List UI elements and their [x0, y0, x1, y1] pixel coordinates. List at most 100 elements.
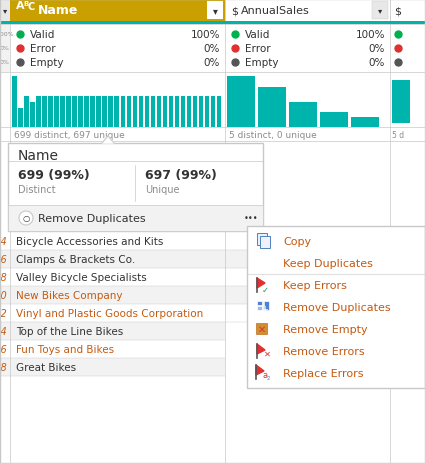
Text: 314: 314 — [0, 326, 8, 336]
Bar — [157, 97, 161, 128]
Text: Replace Errors: Replace Errors — [283, 368, 363, 378]
Bar — [205, 97, 210, 128]
Bar — [12, 77, 17, 128]
Bar — [0, 358, 225, 376]
Text: 100%: 100% — [190, 30, 220, 40]
Bar — [320, 113, 348, 128]
Text: Copy: Copy — [283, 237, 311, 246]
Bar — [372, 2, 388, 20]
Text: $: $ — [231, 6, 238, 16]
Bar — [225, 250, 425, 269]
Bar — [258, 88, 286, 128]
Bar — [121, 97, 125, 128]
Text: ✓: ✓ — [261, 285, 269, 294]
Text: 100%: 100% — [355, 30, 385, 40]
Bar — [78, 97, 83, 128]
Text: ▾: ▾ — [378, 6, 382, 15]
Text: 800,000.00: 800,000.00 — [326, 255, 386, 264]
Text: 100%: 100% — [0, 32, 14, 38]
Text: 304: 304 — [0, 237, 8, 246]
Text: Vinyl and Plastic Goods Corporation: Vinyl and Plastic Goods Corporation — [16, 308, 203, 319]
Text: 310: 310 — [0, 290, 8, 300]
Bar — [193, 97, 197, 128]
Text: 0%: 0% — [0, 60, 10, 65]
Bar — [0, 22, 425, 25]
Text: 5 distinct, 0 unique: 5 distinct, 0 unique — [229, 130, 317, 139]
Bar — [351, 118, 379, 128]
Polygon shape — [257, 344, 265, 354]
Bar — [102, 97, 107, 128]
Bar — [225, 25, 390, 73]
Bar — [72, 97, 77, 128]
Bar — [225, 287, 425, 304]
Bar — [60, 97, 65, 128]
Text: Remove Duplicates: Remove Duplicates — [38, 213, 146, 224]
Bar — [0, 269, 225, 287]
Bar — [225, 269, 425, 287]
Text: AnnualSales: AnnualSales — [241, 6, 310, 16]
Text: Valid: Valid — [245, 30, 270, 40]
Text: A: A — [16, 1, 25, 11]
Text: 308: 308 — [0, 272, 8, 282]
Text: Remove Errors: Remove Errors — [283, 346, 365, 356]
Text: •••: ••• — [244, 214, 258, 223]
Bar — [139, 97, 143, 128]
Circle shape — [19, 212, 33, 225]
Text: 5 d: 5 d — [392, 130, 404, 139]
Text: 312: 312 — [0, 308, 8, 319]
Polygon shape — [256, 365, 264, 375]
Bar — [10, 25, 225, 73]
Text: 800,000.00: 800,000.00 — [326, 308, 386, 319]
Text: ▾: ▾ — [3, 6, 7, 15]
Text: 306: 306 — [0, 255, 8, 264]
Bar — [133, 97, 137, 128]
Bar — [8, 206, 263, 232]
Bar — [260, 237, 270, 249]
Bar — [0, 340, 225, 358]
Bar — [163, 97, 167, 128]
Text: ✕: ✕ — [258, 324, 266, 334]
Bar — [264, 301, 269, 310]
Bar — [36, 97, 41, 128]
Bar — [263, 307, 268, 310]
Text: Distinct: Distinct — [18, 185, 56, 194]
Bar — [96, 97, 101, 128]
Text: 0%: 0% — [204, 58, 220, 68]
Bar — [0, 304, 225, 322]
Bar — [127, 97, 131, 128]
Bar — [257, 233, 267, 245]
Text: Keep Errors: Keep Errors — [283, 281, 347, 290]
Text: Clamps & Brackets Co.: Clamps & Brackets Co. — [16, 255, 135, 264]
Bar — [390, 0, 425, 22]
Bar — [169, 97, 173, 128]
Bar — [42, 97, 47, 128]
Text: Error: Error — [245, 44, 271, 54]
Text: Valley Bicycle Specialists: Valley Bicycle Specialists — [16, 272, 147, 282]
Bar — [30, 103, 34, 128]
Bar — [181, 97, 185, 128]
Text: ▾: ▾ — [212, 6, 218, 16]
Text: +: + — [261, 304, 269, 313]
Text: Top of the Line Bikes: Top of the Line Bikes — [16, 326, 123, 336]
Bar — [18, 109, 23, 128]
Text: 0%: 0% — [368, 58, 385, 68]
Bar — [0, 322, 225, 340]
Bar — [54, 97, 59, 128]
Text: 316: 316 — [0, 344, 8, 354]
Bar — [257, 307, 262, 310]
Polygon shape — [257, 278, 265, 288]
Text: Name: Name — [38, 5, 78, 18]
Text: Valid: Valid — [30, 30, 55, 40]
Text: ○: ○ — [23, 214, 30, 223]
Bar — [0, 128, 425, 142]
Text: New Bikes Company: New Bikes Company — [16, 290, 122, 300]
Bar — [257, 301, 262, 305]
Polygon shape — [102, 137, 114, 144]
Text: 697 (99%): 697 (99%) — [145, 169, 217, 182]
Text: 2: 2 — [266, 375, 270, 381]
Text: Name: Name — [18, 149, 59, 163]
Text: Great Bikes: Great Bikes — [16, 362, 76, 372]
Text: $: $ — [394, 6, 401, 16]
Bar — [0, 25, 10, 73]
Bar — [48, 97, 53, 128]
